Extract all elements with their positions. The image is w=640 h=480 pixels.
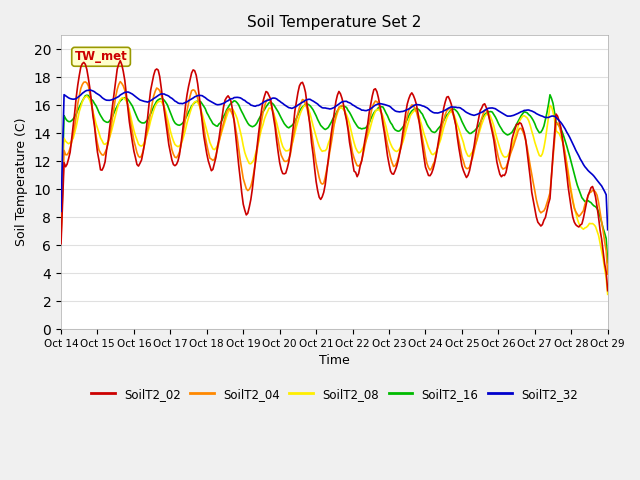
Text: TW_met: TW_met <box>75 50 127 63</box>
Legend: SoilT2_02, SoilT2_04, SoilT2_08, SoilT2_16, SoilT2_32: SoilT2_02, SoilT2_04, SoilT2_08, SoilT2_… <box>86 383 582 405</box>
Title: Soil Temperature Set 2: Soil Temperature Set 2 <box>247 15 422 30</box>
X-axis label: Time: Time <box>319 354 349 367</box>
Y-axis label: Soil Temperature (C): Soil Temperature (C) <box>15 118 28 246</box>
